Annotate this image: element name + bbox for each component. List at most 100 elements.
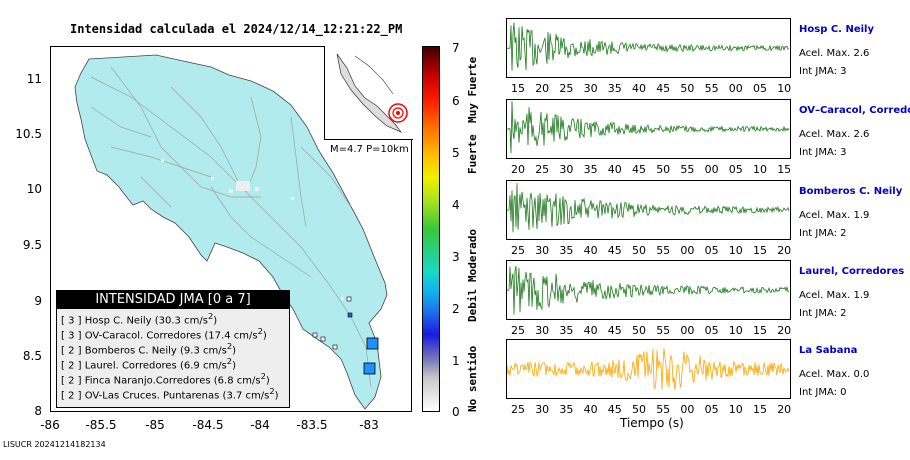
trace-tick: 50: [632, 324, 646, 337]
trace-tick: 20: [777, 403, 792, 416]
waveform-line: [506, 348, 790, 391]
intensity-colorbar: [422, 46, 440, 412]
epicenter-icon: [388, 103, 408, 123]
colorbar-word: Muy Fuerte: [466, 56, 479, 123]
trace-tick: 45: [607, 324, 622, 337]
trace-tick: 45: [607, 403, 622, 416]
colorbar-number: 7: [452, 41, 460, 55]
trace-tick: 05: [704, 403, 719, 416]
trace-tick: 10: [728, 324, 743, 337]
legend-unit-exp: 2: [269, 386, 275, 396]
trace-tick: 25: [535, 163, 550, 176]
waveform: [506, 101, 790, 154]
legend-row: [ 2 ] Bomberos C. Neily (9.3 cm/s2): [61, 341, 237, 357]
trace-tick: 30: [559, 163, 574, 176]
trace-tick: 55: [656, 244, 671, 257]
trace-tick: 20: [777, 244, 792, 257]
station-int: Int JMA: 2: [799, 228, 847, 239]
trace-tick: 00: [680, 403, 695, 416]
trace-tick: 05: [728, 163, 743, 176]
trace-tick: 25: [559, 82, 574, 95]
footer-id: LISUCR 20241214182134: [3, 440, 106, 449]
legend-value: 9.3: [183, 345, 200, 357]
map-xtick: -86: [40, 418, 60, 432]
map-ytick: 10.5: [15, 127, 42, 141]
legend-station: OV-Las Cruces. Puntarenas: [84, 390, 220, 402]
colorbar-number: 5: [452, 146, 460, 160]
trace-tick: 15: [753, 244, 767, 257]
trace-tick: 00: [728, 82, 743, 95]
costa-rica-map: [74, 54, 388, 410]
legend-row: [ 2 ] OV-Las Cruces. Puntarenas (3.7 cm/…: [61, 386, 279, 402]
trace-tick: 00: [680, 324, 695, 337]
trace-tick: 20: [777, 324, 792, 337]
legend-station: Bomberos C. Neily: [84, 345, 177, 357]
legend-unit-exp: 2: [226, 356, 233, 366]
legend-unit: cm/s: [245, 390, 270, 402]
trace-ticks: 15 20 25 30 35 40 45 50 55 00 05 10: [506, 82, 791, 96]
station-name: OV–Caracol, Corredore: [799, 105, 910, 116]
trace-tick: 05: [753, 82, 767, 95]
legend-unit: cm/s: [184, 315, 208, 327]
inset-map: [324, 46, 413, 140]
trace-tick: 10: [753, 163, 767, 176]
legend-unit: cm/s: [202, 360, 227, 372]
legend-header: INTENSIDAD JMA [0 a 7]: [57, 291, 289, 309]
trace-tick: 40: [583, 403, 598, 416]
legend-value: 3.7: [226, 390, 243, 402]
legend-value: 30.3: [158, 315, 181, 327]
trace-tick: 30: [535, 244, 550, 257]
map-ytick: 8: [34, 404, 42, 418]
colorbar-word: Fuerte: [466, 134, 479, 174]
trace-panel: [506, 99, 791, 159]
station-name: Bomberos C. Neily: [799, 186, 903, 197]
map-ytick: 10: [26, 182, 42, 196]
waveform: [506, 266, 790, 315]
legend-value: 6.8: [217, 375, 234, 387]
waveform-line: [506, 101, 790, 154]
legend-row: [ 3 ] OV-Caracol. Corredores (17.4 cm/s2…: [61, 326, 267, 342]
trace-tick: 50: [632, 403, 646, 416]
map-ytick: 9.5: [22, 238, 42, 252]
legend-unit-exp: 2: [207, 311, 214, 321]
trace-tick: 15: [753, 324, 767, 337]
station-int: Int JMA: 0: [799, 387, 847, 398]
inset-shape: [336, 53, 408, 133]
trace-ticks: 25 30 35 40 45 50 55 00 05 10 15 20: [506, 324, 791, 338]
waveform-line: [506, 183, 790, 233]
roads: [90, 66, 372, 388]
legend-station: OV-Caracol. Corredores: [84, 330, 202, 342]
legend-value: 6.9: [183, 360, 200, 372]
trace-tick: 10: [728, 244, 743, 257]
waveform: [506, 348, 790, 391]
legend-level: 2: [68, 360, 75, 372]
legend-station: Hosp C. Neily: [84, 315, 152, 327]
map-xtick: -85: [145, 418, 165, 432]
land-shape: [74, 54, 388, 410]
trace-tick: 30: [535, 324, 550, 337]
legend-row: [ 2 ] Finca Naranjo.Corredores (6.8 cm/s…: [61, 371, 270, 387]
trace-tick: 35: [559, 403, 574, 416]
station-name: Hosp C. Neily: [799, 24, 874, 35]
waveform-line: [506, 22, 790, 71]
trace-ticks: 20 25 30 35 40 45 50 55 00 05 10 15: [506, 163, 791, 177]
trace-tick: 30: [583, 82, 598, 95]
map-xtick: -84.5: [192, 418, 224, 432]
legend-station: Laurel. Corredores: [84, 360, 177, 372]
legend-row: [ 2 ] Laurel. Corredores (6.9 cm/s2): [61, 356, 236, 372]
trace-tick: 40: [583, 324, 598, 337]
trace-tick: 15: [511, 82, 525, 95]
trace-tick: 55: [656, 324, 671, 337]
trace-ticks: 25 30 35 40 45 50 55 00 05 10 15 20: [506, 244, 791, 258]
trace-tick: 40: [583, 244, 598, 257]
station-acel: Acel. Max. 1.9: [799, 290, 870, 301]
colorbar-number: 1: [452, 354, 460, 368]
trace-panel: [506, 339, 791, 399]
trace-tick: 15: [753, 403, 767, 416]
legend-unit-exp: 2: [257, 326, 263, 336]
intensity-legend: INTENSIDAD JMA [0 a 7] [ 3 ] Hosp C. Nei…: [56, 290, 290, 408]
legend-level: 2: [68, 375, 75, 387]
station-markers: [312, 296, 379, 375]
legend-level: 2: [68, 390, 75, 402]
legend-unit-exp: 2: [226, 341, 233, 351]
